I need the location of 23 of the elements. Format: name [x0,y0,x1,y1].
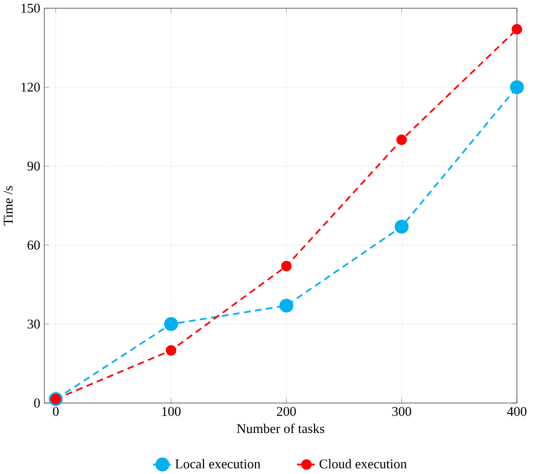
point [510,80,524,94]
y-tick-label: 120 [21,82,40,92]
y-tick-label: 0 [34,398,40,408]
y-axis-title: Time /s [4,186,13,226]
y-tick-label: 150 [21,3,40,12]
y-tick-label: 30 [28,319,40,328]
y-tick-label: 90 [27,161,40,170]
point [279,298,294,312]
x-tick-label: 400 [507,406,526,416]
legend-label: Local execution [175,458,260,468]
y-tick-label: 60 [28,240,40,250]
x-tick-label: 0 [52,406,59,416]
point [166,344,176,356]
point [396,134,407,145]
point [394,220,409,234]
point [281,260,292,272]
x-tick-label: 100 [162,406,181,416]
x-tick-label: 200 [276,406,296,416]
legend-label: Cloud execution [320,458,407,468]
x-axis-title: Number of tasks [236,423,324,433]
point [512,24,522,34]
x-tick-label: 300 [392,406,412,416]
point [164,316,178,331]
